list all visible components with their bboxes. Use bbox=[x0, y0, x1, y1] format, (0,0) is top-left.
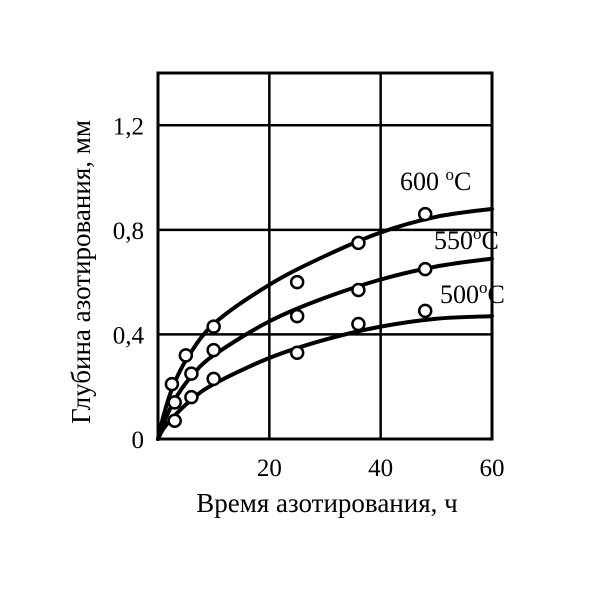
data-point-600c bbox=[417, 206, 433, 222]
y-axis-title: Глубина азотирования, мм bbox=[66, 120, 96, 424]
data-markers bbox=[164, 206, 433, 428]
data-point-550c bbox=[417, 261, 433, 277]
y-tick-label: 1,2 bbox=[113, 113, 144, 140]
x-axis-title: Время азотирования, ч bbox=[196, 488, 457, 518]
y-tick-label: 0,4 bbox=[113, 322, 145, 349]
x-tick-label: 60 bbox=[480, 455, 505, 482]
curve-600c bbox=[156, 206, 494, 441]
y-tick-label: 0 bbox=[132, 427, 145, 454]
data-point-550c bbox=[167, 395, 182, 410]
x-tick-labels: 20 40 60 bbox=[257, 455, 505, 482]
y-tick-labels: 0 0,4 0,8 1,2 bbox=[113, 113, 145, 454]
data-point-500c bbox=[351, 316, 366, 332]
data-point-600c bbox=[178, 348, 194, 363]
data-point-500c bbox=[167, 413, 182, 428]
data-point-500c bbox=[206, 371, 221, 387]
data-point-500c bbox=[289, 345, 305, 360]
data-point-600c bbox=[164, 376, 180, 392]
grid-lines bbox=[158, 73, 492, 439]
y-tick-label: 0,8 bbox=[113, 218, 144, 245]
data-point-600c bbox=[289, 274, 305, 290]
data-point-550c bbox=[351, 282, 366, 298]
curve-550c bbox=[156, 256, 494, 441]
plot-frame bbox=[156, 71, 494, 441]
series-label-500c: 500oC bbox=[440, 278, 505, 309]
data-point-550c bbox=[289, 308, 305, 324]
data-point-600c bbox=[351, 235, 366, 251]
x-tick-label: 20 bbox=[257, 455, 282, 482]
series-labels: 600 oC 550oC 500oC bbox=[400, 165, 505, 309]
series-label-600c: 600 oC bbox=[400, 165, 471, 196]
data-point-550c bbox=[206, 342, 221, 358]
series-label-550c: 550oC bbox=[434, 224, 499, 255]
x-tick-label: 40 bbox=[368, 455, 393, 482]
data-point-600c bbox=[206, 319, 221, 334]
data-point-550c bbox=[184, 366, 199, 381]
data-point-500c bbox=[184, 389, 199, 405]
data-point-500c bbox=[417, 303, 433, 319]
